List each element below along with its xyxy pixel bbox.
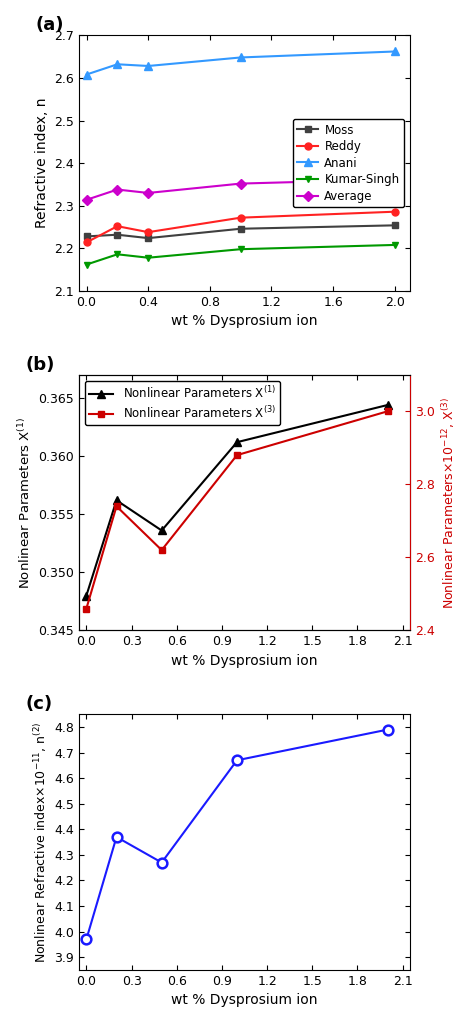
Line: Average: Average [83, 176, 398, 203]
Moss [146, 232, 151, 245]
Moss [84, 230, 90, 243]
X-axis label: wt % Dysprosium ion: wt % Dysprosium ion [171, 654, 318, 668]
Nonlinear Parameters X$^{(3)}$ [83, 602, 89, 614]
Reddy [238, 212, 244, 224]
Nonlinear Parameters X$^{(3)}$ [159, 544, 164, 556]
Kumar-Singh [392, 239, 398, 251]
Nonlinear Parameters X$^{(1)}$ [114, 495, 119, 507]
Line: Kumar-Singh: Kumar-Singh [83, 242, 398, 268]
Anani [84, 69, 90, 81]
Moss [115, 228, 120, 241]
Anani [238, 51, 244, 63]
Text: (b): (b) [26, 355, 55, 374]
Moss [392, 219, 398, 231]
Y-axis label: Refractive index, n: Refractive index, n [35, 98, 48, 228]
Average [392, 173, 398, 185]
Nonlinear Parameters X$^{(1)}$ [385, 399, 391, 412]
Line: Moss: Moss [83, 222, 398, 242]
Y-axis label: Nonlinear Parameters×10$^{-12}$, X$^{(3)}$: Nonlinear Parameters×10$^{-12}$, X$^{(3)… [440, 396, 457, 608]
Reddy [392, 206, 398, 218]
Kumar-Singh [115, 248, 120, 260]
Line: Reddy: Reddy [83, 208, 398, 246]
Text: (a): (a) [36, 16, 64, 34]
Anani [115, 58, 120, 71]
Average [146, 186, 151, 199]
Kumar-Singh [84, 258, 90, 270]
Average [238, 177, 244, 189]
X-axis label: wt % Dysprosium ion: wt % Dysprosium ion [171, 993, 318, 1008]
Nonlinear Parameters X$^{(1)}$ [234, 436, 240, 449]
Y-axis label: Nonlinear Parameters X$^{(1)}$: Nonlinear Parameters X$^{(1)}$ [17, 417, 33, 589]
Reddy [115, 220, 120, 232]
Legend: Nonlinear Parameters X$^{(1)}$, Nonlinear Parameters X$^{(3)}$: Nonlinear Parameters X$^{(1)}$, Nonlinea… [85, 381, 280, 426]
Nonlinear Parameters X$^{(3)}$ [234, 449, 240, 461]
Legend: Moss, Reddy, Anani, Kumar-Singh, Average: Moss, Reddy, Anani, Kumar-Singh, Average [292, 119, 404, 208]
Nonlinear Parameters X$^{(1)}$ [83, 590, 89, 602]
Anani [146, 59, 151, 72]
Anani [392, 45, 398, 57]
Average [115, 183, 120, 196]
Line: Nonlinear Parameters X$^{(1)}$: Nonlinear Parameters X$^{(1)}$ [82, 400, 392, 600]
Nonlinear Parameters X$^{(3)}$ [385, 406, 391, 418]
Kumar-Singh [146, 252, 151, 264]
Reddy [146, 226, 151, 239]
Kumar-Singh [238, 243, 244, 255]
Text: (c): (c) [26, 695, 53, 713]
Average [84, 194, 90, 206]
Y-axis label: Nonlinear Refractive index×10$^{-11}$, n$^{(2)}$: Nonlinear Refractive index×10$^{-11}$, n… [32, 721, 48, 963]
Reddy [84, 237, 90, 249]
Nonlinear Parameters X$^{(1)}$ [159, 524, 164, 537]
Line: Nonlinear Parameters X$^{(3)}$: Nonlinear Parameters X$^{(3)}$ [83, 408, 391, 612]
Moss [238, 222, 244, 234]
Nonlinear Parameters X$^{(3)}$ [114, 500, 119, 512]
X-axis label: wt % Dysprosium ion: wt % Dysprosium ion [171, 314, 318, 329]
Line: Anani: Anani [82, 47, 399, 79]
